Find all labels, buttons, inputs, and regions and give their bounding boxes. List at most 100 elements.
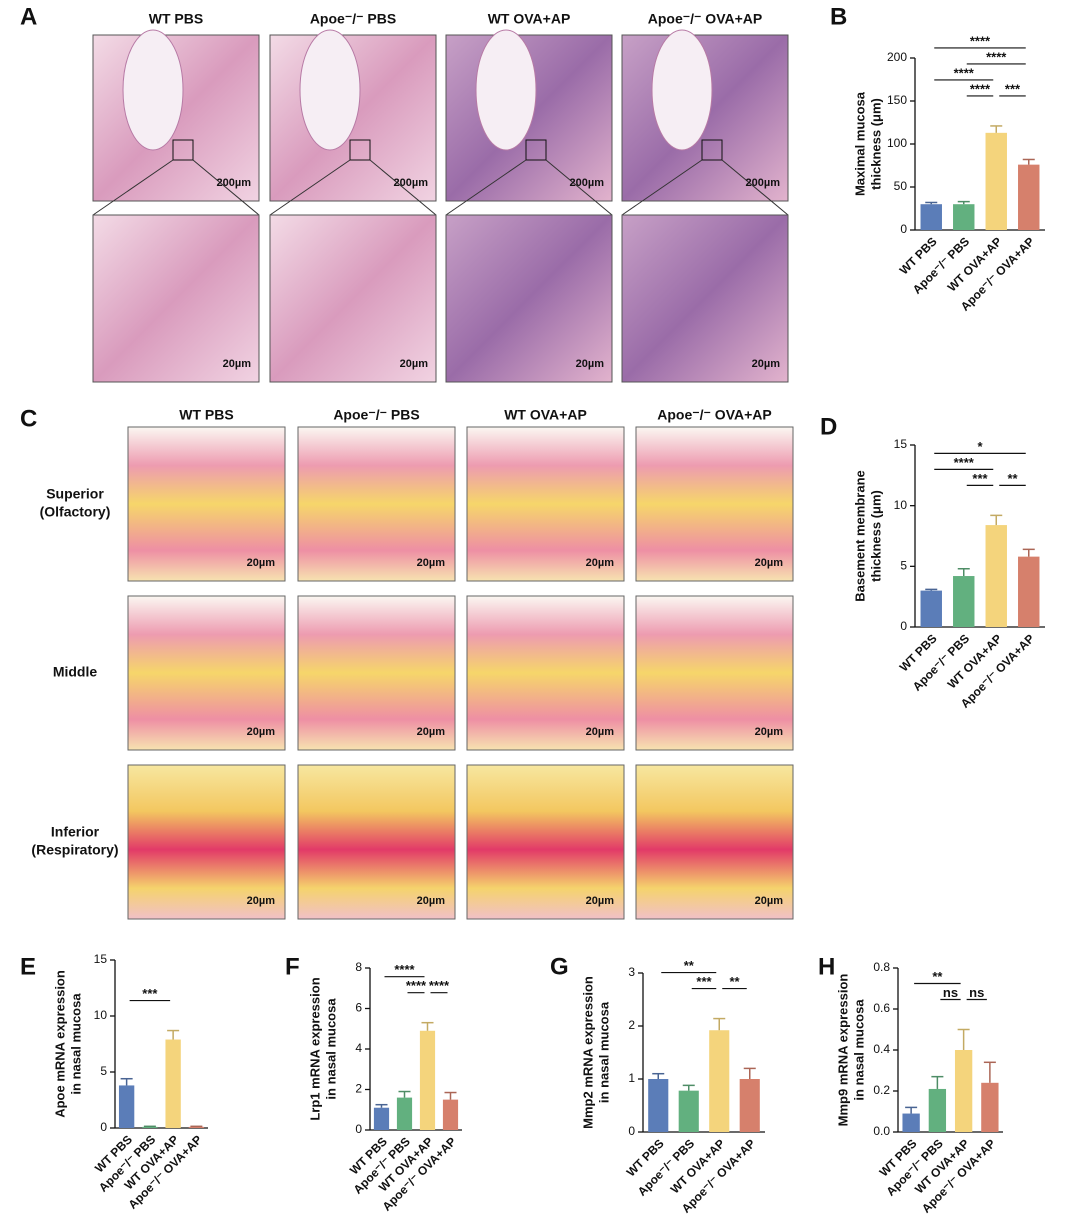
row-label: (Olfactory) bbox=[40, 504, 111, 520]
y-tick-label: 0 bbox=[355, 1122, 362, 1136]
zoom-box bbox=[701, 139, 723, 161]
sig-label: **** bbox=[970, 81, 991, 96]
tissue bbox=[475, 29, 537, 151]
y-axis-label: thickness (μm) bbox=[868, 98, 883, 190]
y-tick-label: 15 bbox=[894, 437, 908, 451]
bar bbox=[118, 1085, 135, 1128]
column-title: Apoe⁻/⁻ PBS bbox=[333, 407, 419, 423]
zoom-line bbox=[269, 159, 351, 216]
y-axis-label: Mmp9 mRNA expression bbox=[835, 974, 850, 1127]
y-tick-label: 6 bbox=[355, 1001, 362, 1015]
scale-label: 20µm bbox=[752, 358, 781, 370]
y-axis-label: Maximal mucosa bbox=[852, 91, 867, 196]
micrograph bbox=[466, 595, 625, 751]
panel-label: C bbox=[20, 405, 37, 432]
bar bbox=[739, 1079, 760, 1132]
zoom-line bbox=[721, 159, 789, 216]
sig-label: *** bbox=[1005, 81, 1021, 96]
bar bbox=[985, 525, 1007, 627]
y-tick-label: 0.0 bbox=[873, 1124, 890, 1138]
sig-label: *** bbox=[696, 974, 712, 989]
y-axis-label: in nasal mucosa bbox=[323, 998, 338, 1100]
sig-label: ns bbox=[943, 985, 958, 1000]
y-tick-label: 1 bbox=[628, 1071, 635, 1085]
y-tick-label: 0 bbox=[628, 1124, 635, 1138]
y-tick-label: 200 bbox=[887, 50, 907, 64]
micrograph bbox=[466, 764, 625, 920]
row-label: Inferior bbox=[51, 824, 100, 840]
y-axis-label: thickness (μm) bbox=[868, 490, 883, 582]
bar bbox=[373, 1107, 390, 1130]
scale-label: 20µm bbox=[223, 358, 252, 370]
scale-label: 20µm bbox=[586, 557, 615, 569]
zoom-line bbox=[192, 159, 260, 216]
scale-label: 20µm bbox=[755, 895, 784, 907]
bar bbox=[1018, 164, 1040, 230]
y-tick-label: 4 bbox=[355, 1041, 362, 1055]
y-axis-label: Basement membrane bbox=[852, 470, 867, 602]
panel-label: A bbox=[20, 3, 37, 30]
zoom-box bbox=[525, 139, 547, 161]
scale-label: 20µm bbox=[247, 557, 276, 569]
bar bbox=[920, 590, 942, 627]
y-tick-label: 10 bbox=[894, 498, 908, 512]
bar bbox=[981, 1082, 999, 1132]
micrograph bbox=[297, 764, 456, 920]
micrograph bbox=[127, 595, 286, 751]
sig-label: ** bbox=[932, 969, 943, 984]
scale-label: 200µm bbox=[570, 177, 605, 189]
column-title: WT PBS bbox=[179, 407, 233, 423]
y-tick-label: 50 bbox=[894, 179, 908, 193]
bar bbox=[953, 576, 975, 627]
sig-label: **** bbox=[406, 978, 427, 993]
row-label: Middle bbox=[53, 664, 98, 680]
column-title: WT PBS bbox=[149, 11, 203, 27]
micrograph bbox=[466, 426, 625, 582]
bar bbox=[954, 1050, 973, 1132]
y-axis-label: in nasal mucosa bbox=[851, 999, 866, 1101]
zoom-line bbox=[621, 159, 703, 216]
tissue bbox=[651, 29, 713, 151]
scale-label: 20µm bbox=[247, 895, 276, 907]
y-tick-label: 0 bbox=[900, 619, 907, 633]
y-tick-label: 150 bbox=[887, 93, 907, 107]
scale-label: 20µm bbox=[417, 557, 446, 569]
bar bbox=[920, 204, 942, 230]
zoom-line bbox=[369, 159, 437, 216]
y-tick-label: 0.6 bbox=[873, 1001, 890, 1015]
bar bbox=[188, 1126, 205, 1128]
zoom-line bbox=[92, 159, 174, 216]
scale-label: 200µm bbox=[746, 177, 781, 189]
panel-label: E bbox=[20, 953, 36, 980]
y-tick-label: 100 bbox=[887, 136, 907, 150]
panel-label: B bbox=[830, 3, 847, 30]
y-tick-label: 5 bbox=[100, 1064, 107, 1078]
micrograph bbox=[92, 214, 260, 383]
sig-label: * bbox=[977, 439, 983, 454]
bar bbox=[902, 1113, 920, 1132]
micrograph bbox=[445, 214, 613, 383]
zoom-line bbox=[445, 159, 527, 216]
scale-label: 20µm bbox=[400, 358, 429, 370]
micrograph bbox=[297, 595, 456, 751]
y-tick-label: 0 bbox=[100, 1120, 107, 1134]
panel-label: F bbox=[285, 953, 300, 980]
scale-label: 20µm bbox=[755, 726, 784, 738]
scale-label: 200µm bbox=[394, 177, 429, 189]
micrograph bbox=[269, 214, 437, 383]
zoom-line bbox=[545, 159, 613, 216]
bar bbox=[985, 132, 1007, 230]
bar bbox=[442, 1099, 459, 1130]
scale-label: 20µm bbox=[417, 726, 446, 738]
column-title: WT OVA+AP bbox=[504, 407, 587, 423]
bar bbox=[928, 1088, 947, 1132]
bar bbox=[142, 1126, 158, 1128]
bar bbox=[953, 204, 975, 230]
panel-label: G bbox=[550, 953, 569, 980]
y-axis-label: Lrp1 mRNA expression bbox=[307, 977, 322, 1120]
y-tick-label: 0.2 bbox=[873, 1083, 890, 1097]
sig-label: *** bbox=[972, 471, 988, 486]
micrograph bbox=[621, 214, 789, 383]
sig-label: **** bbox=[954, 65, 975, 80]
